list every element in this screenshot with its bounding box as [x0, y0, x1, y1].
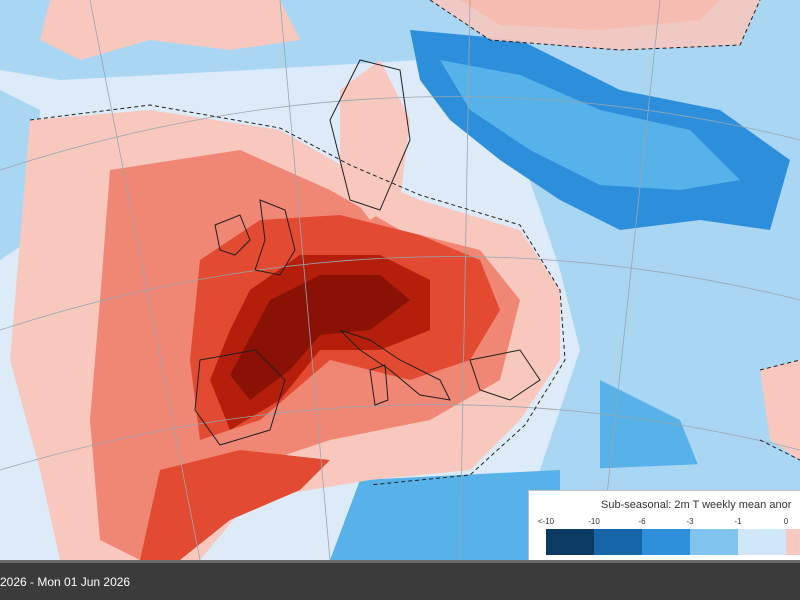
legend-bin-4 [738, 529, 786, 555]
date-range: 2026 - Mon 01 Jun 2026 [0, 575, 131, 589]
warm-east-corner [760, 360, 800, 460]
warm-greenland [40, 0, 300, 60]
graticule [0, 0, 800, 560]
legend-bin-2 [642, 529, 690, 555]
legend: Sub-seasonal: 2m T weekly mean anor <-10… [528, 490, 800, 560]
legend-tick-4: -1 [734, 517, 742, 526]
legend-tick-2: -6 [638, 517, 646, 526]
cold-inner-russia [440, 60, 740, 190]
date-bar: 2026 - Mon 01 Jun 2026 [0, 560, 800, 600]
legend-bin-1 [594, 529, 642, 555]
legend-bin-0 [546, 529, 594, 555]
zero-contour [29, 0, 800, 486]
anomaly-map [0, 0, 800, 560]
legend-tick-5: 0 [783, 517, 789, 526]
legend-tick-0: <-10 [537, 517, 555, 526]
legend-tick-1: -10 [588, 517, 600, 526]
legend-bin-3 [690, 529, 738, 555]
legend-title: Sub-seasonal: 2m T weekly mean anor [601, 499, 792, 511]
legend-tick-3: -3 [686, 517, 694, 526]
legend-bin-5 [786, 529, 800, 555]
warm-arctic-edge [430, 0, 760, 50]
coastlines [194, 59, 541, 446]
cold-south-band [330, 470, 570, 560]
warm-north-africa [140, 450, 330, 560]
warm-europe-peak [230, 275, 410, 400]
